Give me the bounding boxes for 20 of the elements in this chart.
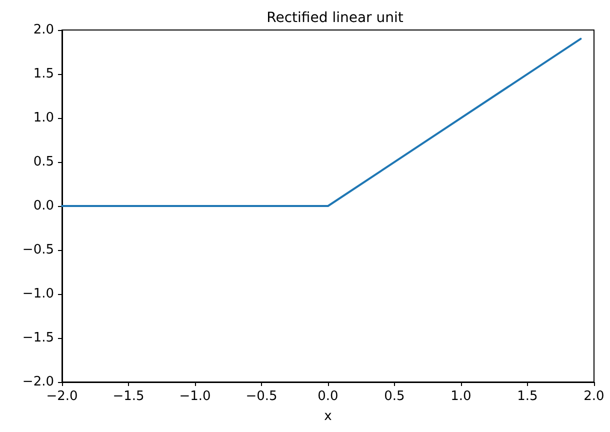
x-tick-label: 0.5 [384,389,405,404]
y-tick-label: −0.5 [22,242,54,258]
y-tick-label: −1.5 [22,330,54,346]
x-tick-label: 2.0 [584,389,604,404]
x-tick-label: −2.0 [46,389,78,404]
y-tick-label: −2.0 [22,374,54,390]
y-tick-label: 1.0 [33,110,54,126]
y-tick-label: 0.5 [33,154,54,170]
x-axis-title: x [324,409,332,424]
x-tick-label: 1.5 [517,389,538,404]
y-tick-label: 2.0 [33,22,54,38]
y-tick-label: 0.0 [33,198,54,214]
x-tick-label: −1.5 [112,389,144,404]
x-tick-label: 0.0 [318,389,338,404]
y-tick-label: 1.5 [33,66,54,82]
x-tick-label: −1.0 [179,389,211,404]
chart-title: Rectified linear unit [266,10,404,26]
x-tick-label: −0.5 [246,389,278,404]
y-tick-label: −1.0 [22,286,54,302]
x-tick-label: 1.0 [450,389,472,404]
